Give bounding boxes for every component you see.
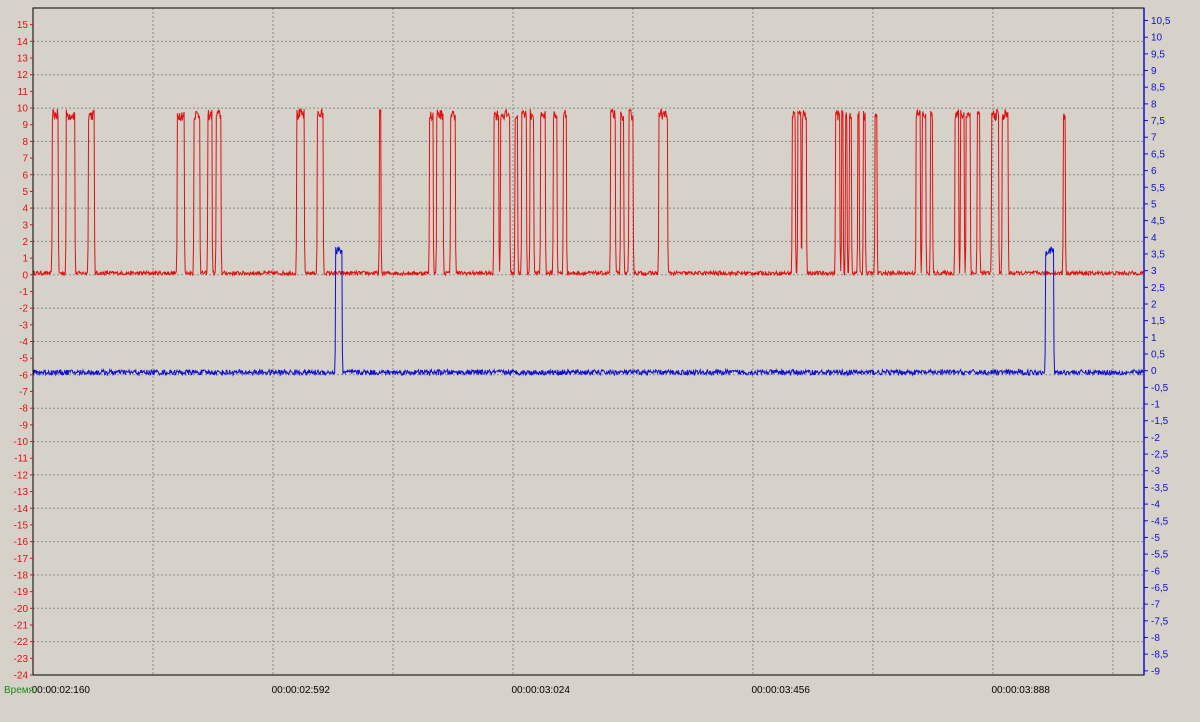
left-tick-label: 3 xyxy=(22,220,28,231)
right-tick-label: -5,5 xyxy=(1151,550,1169,561)
left-tick-label: -20 xyxy=(14,604,29,615)
left-tick-label: -8 xyxy=(19,404,28,415)
right-tick-label: 5,5 xyxy=(1151,183,1165,194)
left-tick-label: 13 xyxy=(17,54,29,65)
left-tick-label: -24 xyxy=(14,671,29,682)
left-tick-label: 2 xyxy=(22,237,28,248)
right-tick-label: 4,5 xyxy=(1151,216,1165,227)
right-tick-label: 6,5 xyxy=(1151,149,1165,160)
left-tick-label: -16 xyxy=(14,537,29,548)
right-tick-label: -9 xyxy=(1151,666,1160,677)
left-tick-label: 0 xyxy=(22,270,28,281)
left-tick-label: 6 xyxy=(22,170,28,181)
left-tick-label: -7 xyxy=(19,387,28,398)
x-tick-label: 00:00:02:592 xyxy=(272,685,331,696)
right-tick-label: -2 xyxy=(1151,433,1160,444)
left-axis: 1514131211109876543210-1-2-3-4-5-6-7-8-9… xyxy=(14,20,33,682)
left-tick-label: -21 xyxy=(14,621,29,632)
left-tick-label: -2 xyxy=(19,304,28,315)
left-tick-label: 12 xyxy=(17,70,29,81)
left-tick-label: 11 xyxy=(18,87,29,98)
x-tick-label: 00:00:03:024 xyxy=(512,685,571,696)
right-tick-label: -1,5 xyxy=(1151,416,1169,427)
x-axis: 00:00:02:160 00:00:02:592 00:00:03:024 00:0… xyxy=(32,685,1051,696)
right-tick-label: 6 xyxy=(1151,166,1157,177)
left-tick-label: -13 xyxy=(14,487,29,498)
right-tick-label: 3,5 xyxy=(1151,250,1165,261)
right-tick-label: -4,5 xyxy=(1151,516,1169,527)
left-tick-label: -19 xyxy=(14,587,29,598)
left-tick-label: 14 xyxy=(17,37,29,48)
left-tick-label: -11 xyxy=(14,454,28,465)
right-tick-label: 7,5 xyxy=(1151,116,1165,127)
left-tick-label: -9 xyxy=(19,420,28,431)
right-tick-label: 2 xyxy=(1151,300,1157,311)
right-tick-label: 0 xyxy=(1151,366,1157,377)
left-tick-label: -15 xyxy=(14,520,29,531)
right-axis: 10,5109,598,587,576,565,554,543,532,521,… xyxy=(1143,8,1171,677)
right-tick-label: 8 xyxy=(1151,99,1157,110)
right-tick-label: -2,5 xyxy=(1151,450,1169,461)
left-tick-label: 8 xyxy=(22,137,28,148)
right-tick-label: -3 xyxy=(1151,466,1160,477)
right-tick-label: -1 xyxy=(1151,400,1160,411)
right-tick-label: 0,5 xyxy=(1151,350,1165,361)
right-tick-label: -7 xyxy=(1151,600,1160,611)
right-tick-label: -8 xyxy=(1151,633,1160,644)
right-tick-label: 7 xyxy=(1151,133,1157,144)
left-tick-label: -18 xyxy=(14,571,29,582)
x-tick-label: 00:00:03:888 xyxy=(992,685,1051,696)
left-tick-label: -14 xyxy=(14,504,29,515)
right-tick-label: -6,5 xyxy=(1151,583,1169,594)
right-tick-label: -3,5 xyxy=(1151,483,1169,494)
left-tick-label: 7 xyxy=(22,154,28,165)
left-tick-label: 15 xyxy=(17,20,29,31)
left-tick-label: -17 xyxy=(14,554,29,565)
right-tick-label: 1 xyxy=(1151,333,1157,344)
left-tick-label: -5 xyxy=(19,354,28,365)
series-line-blue xyxy=(32,246,1145,377)
right-tick-label: 10,5 xyxy=(1151,16,1171,27)
right-tick-label: 2,5 xyxy=(1151,283,1165,294)
left-tick-label: -3 xyxy=(19,320,28,331)
series-layer xyxy=(32,107,1145,377)
right-tick-label: 1,5 xyxy=(1151,316,1165,327)
right-tick-label: -7,5 xyxy=(1151,616,1169,627)
left-tick-label: -10 xyxy=(14,437,29,448)
right-tick-label: 9 xyxy=(1151,66,1157,77)
right-tick-label: 10 xyxy=(1151,33,1163,44)
left-tick-label: -12 xyxy=(14,470,29,481)
grid-layer xyxy=(32,8,1144,675)
left-tick-label: -22 xyxy=(14,637,29,648)
right-tick-label: 9,5 xyxy=(1151,49,1165,60)
left-tick-label: -23 xyxy=(14,654,29,665)
x-tick-label: 00:00:03:456 xyxy=(752,685,811,696)
left-tick-label: 5 xyxy=(22,187,28,198)
right-tick-label: 4 xyxy=(1151,233,1157,244)
right-tick-label: 3 xyxy=(1151,266,1157,277)
left-tick-label: -1 xyxy=(19,287,28,298)
series-line-red xyxy=(32,107,1145,278)
left-tick-label: 10 xyxy=(17,104,29,115)
right-tick-label: -0,5 xyxy=(1151,383,1169,394)
left-tick-label: -4 xyxy=(19,337,28,348)
right-tick-label: 5 xyxy=(1151,199,1157,210)
left-tick-label: -6 xyxy=(19,370,28,381)
right-tick-label: -8,5 xyxy=(1151,650,1169,661)
x-axis-label: Время xyxy=(4,685,34,696)
right-tick-label: -6 xyxy=(1151,566,1160,577)
x-tick-label: 00:00:02:160 xyxy=(32,685,91,696)
left-tick-label: 9 xyxy=(22,120,28,131)
left-tick-label: 4 xyxy=(22,204,28,215)
right-tick-label: -4 xyxy=(1151,500,1160,511)
right-tick-label: 8,5 xyxy=(1151,83,1165,94)
left-tick-label: 1 xyxy=(22,254,28,265)
right-tick-label: -5 xyxy=(1151,533,1160,544)
